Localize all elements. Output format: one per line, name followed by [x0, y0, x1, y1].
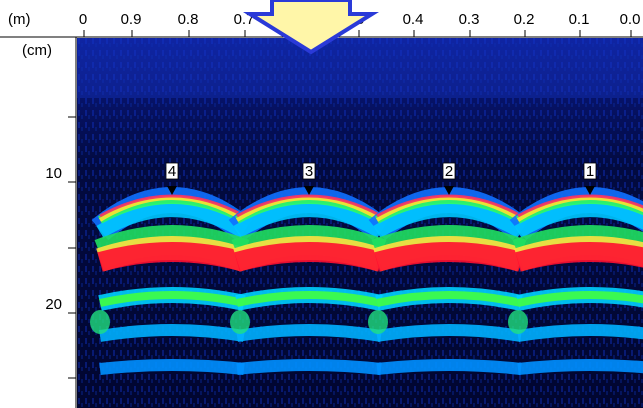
reflection	[375, 196, 523, 222]
marker-pin	[444, 186, 454, 195]
marker-label: 3	[305, 163, 313, 180]
marker-box	[442, 162, 456, 180]
reflection	[516, 196, 643, 222]
reflection	[236, 194, 382, 218]
marker-label: 2	[445, 163, 453, 180]
top-tick-label: 0.1	[569, 11, 590, 28]
reflection-spot	[90, 310, 110, 334]
reflection	[96, 203, 248, 239]
reflection	[517, 291, 643, 307]
reflection	[99, 359, 245, 375]
top-tick-label: 0.2	[514, 11, 535, 28]
marker-label: 1	[586, 163, 594, 180]
reflection-spot	[508, 310, 528, 334]
reflection	[515, 242, 643, 272]
reflection	[99, 324, 245, 342]
top-tick-label: 0.4	[403, 11, 424, 28]
top-tick-label: 0.0	[620, 11, 641, 28]
top-tick-label: 0.3	[459, 11, 480, 28]
left-tick-label: 10	[45, 165, 62, 182]
reflection-spot	[368, 310, 388, 334]
position-arrow	[243, 0, 379, 55]
marker-box	[583, 162, 597, 180]
top-unit: (m)	[8, 11, 31, 28]
top-tick-label: 0.8	[178, 11, 199, 28]
reflection	[98, 196, 246, 222]
reflection	[514, 203, 643, 239]
reflection	[99, 291, 245, 307]
reflection	[376, 194, 522, 218]
top-tick-label: 0	[79, 11, 87, 28]
reflection	[376, 359, 522, 375]
reflection	[99, 194, 245, 218]
reflection	[233, 203, 385, 239]
marker-pin	[585, 186, 595, 195]
reflection	[97, 242, 247, 272]
reflection	[236, 359, 382, 375]
reflection	[517, 194, 643, 218]
top-tick-label: 0.9	[121, 11, 142, 28]
marker-label: 4	[168, 163, 176, 180]
reflection	[234, 242, 384, 272]
reflection	[373, 203, 525, 239]
left-tick-label: 20	[45, 296, 62, 313]
marker-box	[302, 162, 316, 180]
reflection	[236, 291, 382, 307]
reflection	[517, 324, 643, 342]
reflection	[236, 324, 382, 342]
marker-pin	[167, 186, 177, 195]
reflection	[376, 291, 522, 307]
marker-pin	[304, 186, 314, 195]
reflection-spot	[230, 310, 250, 334]
reflection	[235, 196, 383, 222]
radargram	[77, 38, 643, 408]
reflection	[376, 324, 522, 342]
reflection	[374, 242, 524, 272]
left-unit: (cm)	[22, 42, 52, 59]
marker-box	[165, 162, 179, 180]
reflection	[517, 359, 643, 375]
